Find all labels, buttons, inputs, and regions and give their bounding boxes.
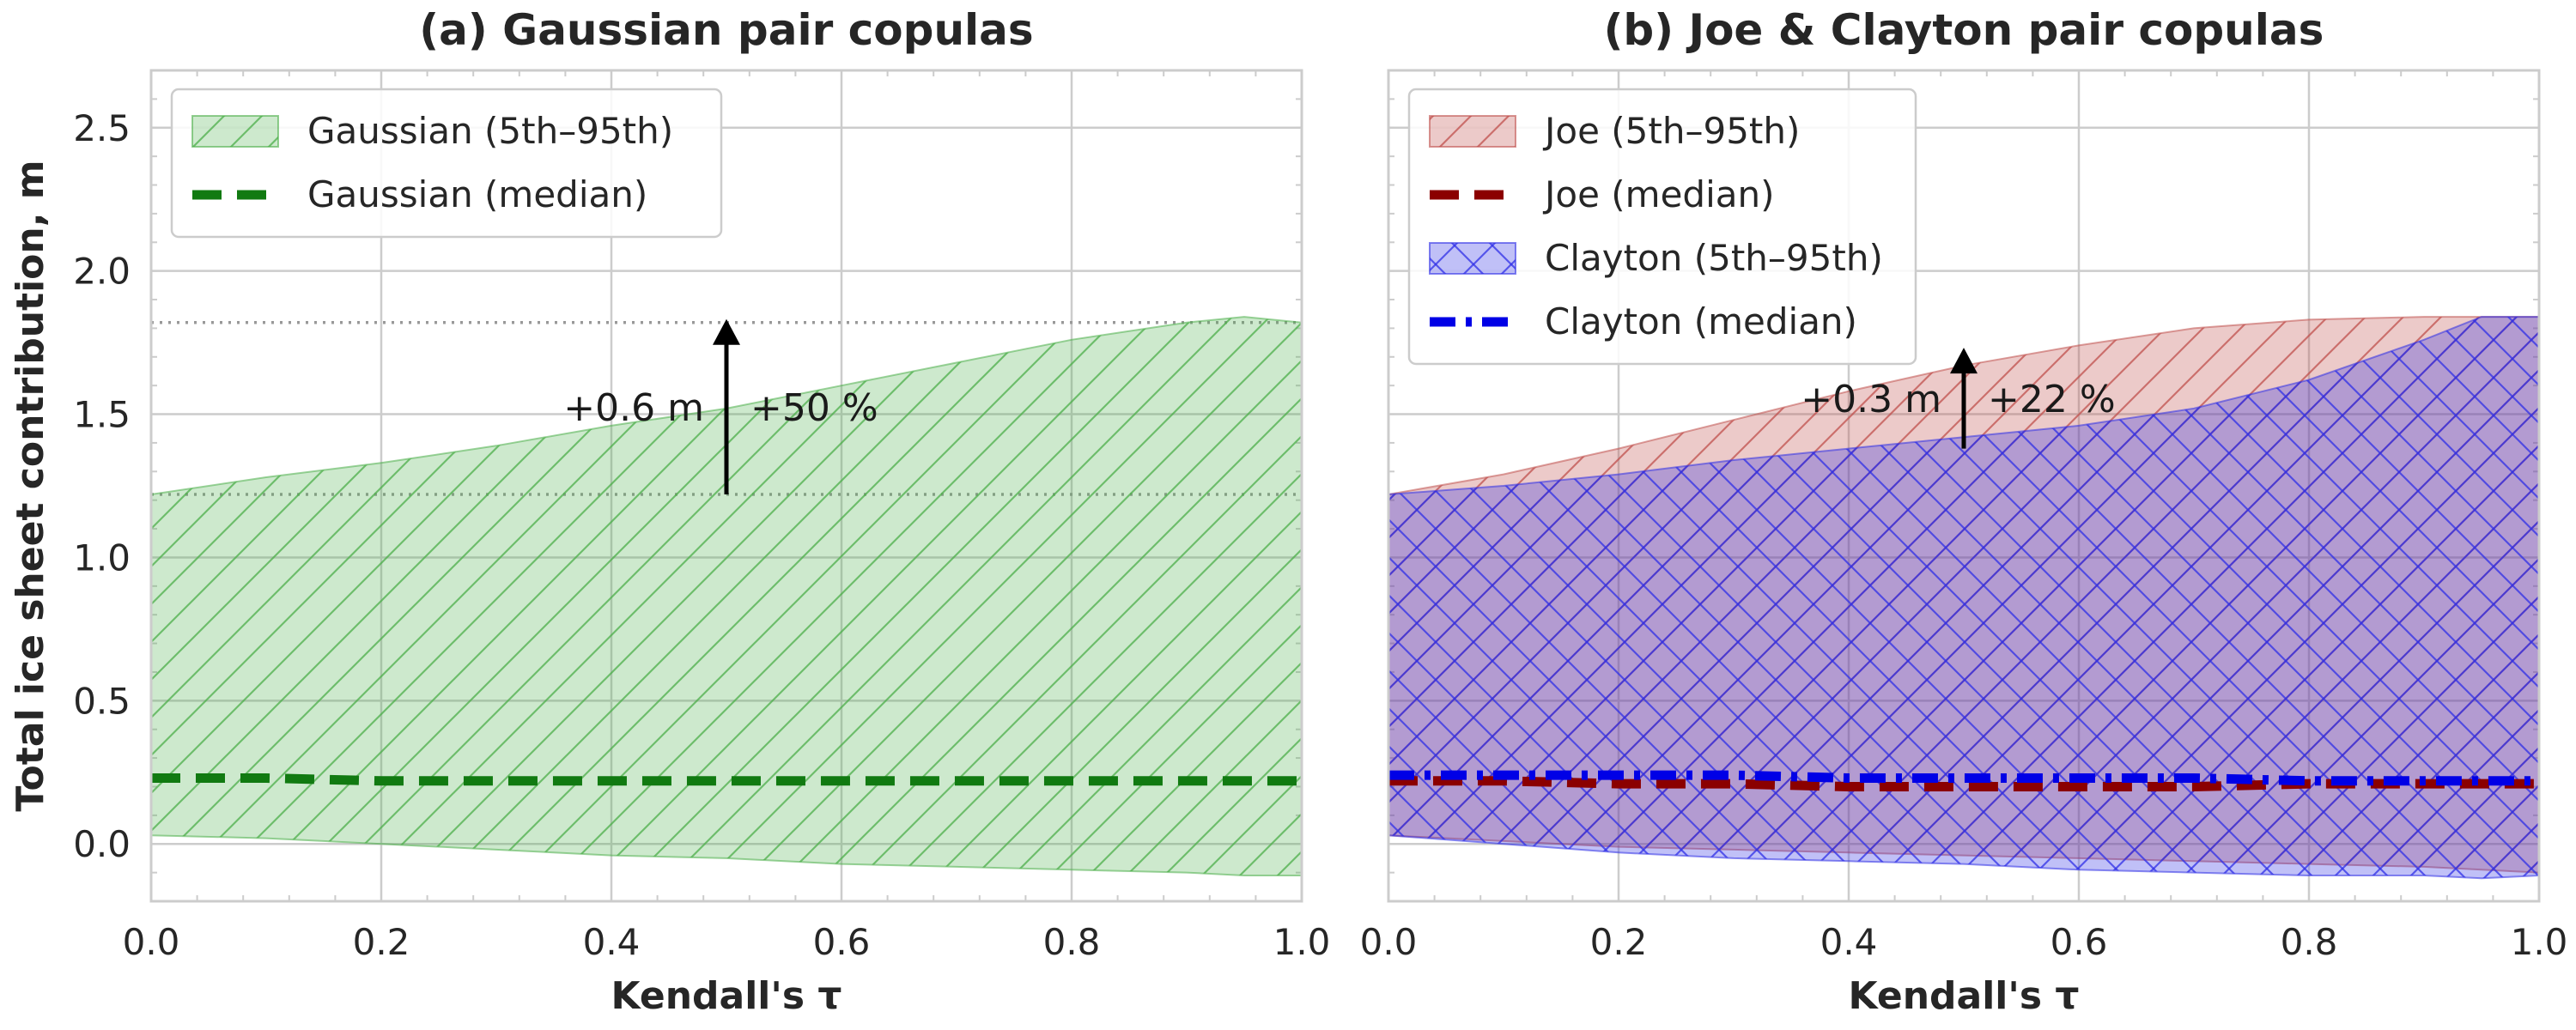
- clayton-band-swatch-hatch: [1430, 243, 1516, 274]
- x-tick-label: 0.4: [1820, 921, 1878, 963]
- legend-box: [170, 88, 723, 239]
- y-axis-label: Total ice sheet contribution, m: [9, 160, 52, 811]
- y-tick-label: 1.5: [73, 394, 131, 436]
- legend-label: Joe (median): [1542, 173, 1774, 215]
- legend-box: [1407, 88, 1917, 366]
- x-tick-label: 0.4: [583, 921, 641, 963]
- clayton-band-hatch: [1388, 317, 2539, 879]
- chart-title: (b) Joe & Clayton pair copulas: [1604, 5, 2324, 55]
- y-tick-label: 1.0: [73, 536, 131, 579]
- annotation-left-text: +0.3 m: [1801, 378, 1941, 421]
- x-tick-label: 0.2: [353, 921, 410, 963]
- x-tick-label: 1.0: [2511, 921, 2568, 963]
- gaussian-band-hatch: [151, 317, 1302, 876]
- x-tick-label: 0.6: [813, 921, 871, 963]
- x-axis-label: Kendall's τ: [1849, 974, 2080, 1018]
- x-tick-label: 1.0: [1273, 921, 1331, 963]
- legend: Joe (5th–95th) Joe (median) Clayton (5th–9…: [1407, 88, 1917, 366]
- plot-content: [151, 316, 1302, 876]
- y-tick-label: 0.5: [73, 680, 131, 722]
- x-tick-label: 0.2: [1590, 921, 1648, 963]
- x-tick-label: 0.8: [2281, 921, 2338, 963]
- clayton-median-line: [1388, 770, 2539, 786]
- annotation-right-text: +50 %: [750, 386, 878, 430]
- chart-panel-b: +0.3 m +22 % 0.0 0.2 0.4 0.6 0.8 1.0 (b) Joe & C…: [1360, 5, 2568, 1018]
- chart-title: (a) Gaussian pair copulas: [419, 5, 1033, 55]
- increase-arrow-head: [713, 318, 740, 345]
- joe-median-line: [1388, 776, 2539, 791]
- axes-frame: [149, 69, 1303, 903]
- x-tick-label: 0.0: [1360, 921, 1418, 963]
- axes-frame: [1387, 69, 2541, 903]
- x-tick-label: 0.8: [1043, 921, 1101, 963]
- annotation-left-text: +0.6 m: [563, 386, 704, 430]
- legend-label: Gaussian (5th–95th): [307, 110, 673, 152]
- legend-label: Clayton (5th–95th): [1545, 237, 1883, 279]
- gaussian-median-line: [151, 773, 1302, 786]
- plot-content: [1388, 316, 2539, 880]
- annotation-right-text: +22 %: [1988, 378, 2116, 421]
- gaussian-band-swatch-hatch: [192, 116, 278, 147]
- x-tick-label: 0.6: [2050, 921, 2108, 963]
- legend: Gaussian (5th–95th) Gaussian (median): [170, 88, 723, 239]
- legend-label: Joe (5th–95th): [1542, 110, 1800, 152]
- legend-label: Clayton (median): [1545, 300, 1857, 342]
- legend-label: Gaussian (median): [307, 173, 647, 215]
- chart-panel-a: +0.6 m +50 % 0.0 0.2 0.4 0.6 0.8 1.0 0.0 0.5 1.0 1.…: [9, 5, 1330, 1018]
- joe-band-swatch-hatch: [1430, 116, 1516, 147]
- y-tick-label: 0.0: [73, 823, 131, 865]
- y-tick-label: 2.0: [73, 251, 131, 293]
- x-axis-label: Kendall's τ: [611, 974, 842, 1018]
- x-tick-label: 0.0: [123, 921, 180, 963]
- increase-arrow-head: [1950, 348, 1978, 374]
- y-tick-label: 2.5: [73, 107, 131, 149]
